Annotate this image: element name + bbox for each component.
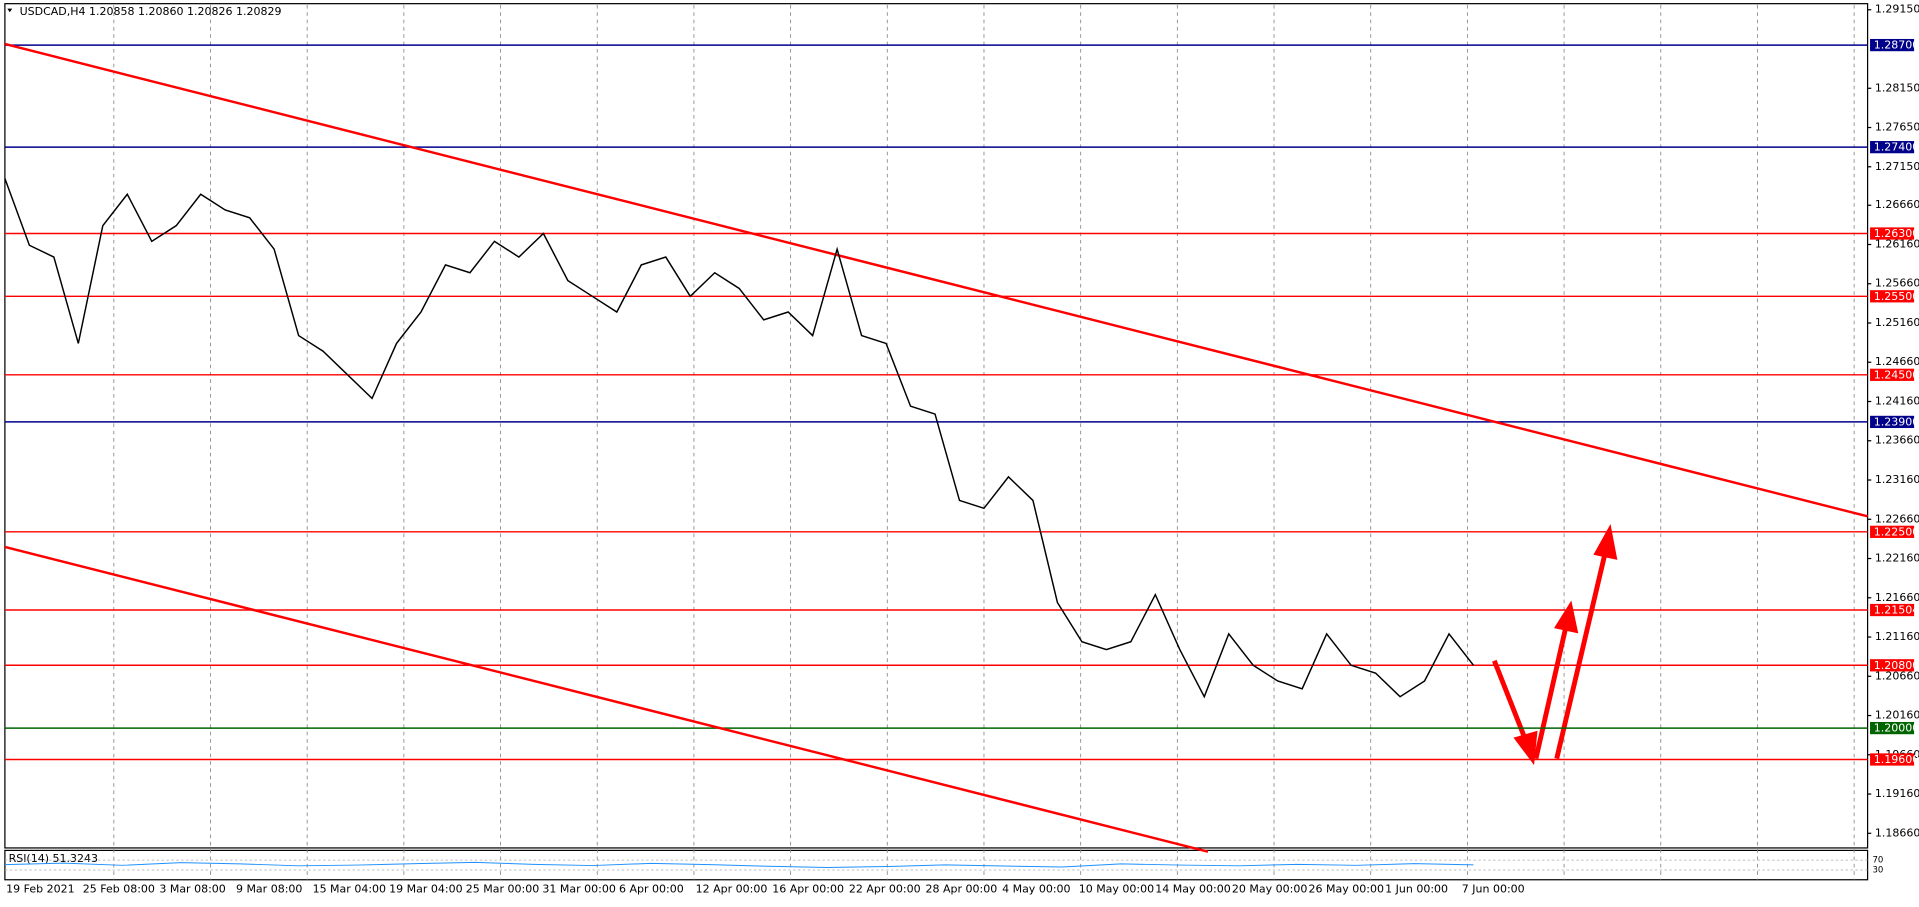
y-tick-label: 1.25160 [1875, 316, 1919, 329]
y-tick-label: 1.27650 [1875, 121, 1919, 134]
arrow-head [1593, 523, 1618, 560]
y-tick-label: 1.26660 [1875, 198, 1919, 211]
level-label: 1.26300 [1874, 227, 1919, 240]
x-tick-label: 12 Apr 00:00 [696, 883, 768, 896]
arrow-head [1513, 730, 1538, 766]
x-tick-label: 16 Apr 00:00 [772, 883, 844, 896]
level-label: 1.24500 [1874, 368, 1919, 381]
level-label: 1.20000 [1874, 722, 1919, 735]
arrow-head [1554, 600, 1579, 634]
x-tick-label: 7 Jun 00:00 [1462, 883, 1525, 896]
y-tick-label: 1.19160 [1875, 787, 1919, 800]
x-tick-label: 6 Apr 00:00 [619, 883, 684, 896]
x-tick-label: 14 May 00:00 [1155, 883, 1230, 896]
y-tick-label: 1.21160 [1875, 630, 1919, 643]
arrow-up [1554, 550, 1609, 760]
vertical-grid [113, 4, 1855, 880]
level-label: 1.20800 [1874, 659, 1919, 672]
rsi-label: RSI(14) 51.3243 [9, 852, 98, 865]
level-tag [1870, 368, 1915, 381]
x-tick-label: 1 Jun 00:00 [1385, 883, 1448, 896]
level-label: 1.23900 [1874, 416, 1919, 429]
x-tick-label: 26 May 00:00 [1309, 883, 1384, 896]
rsi-tick-label: 70 [1872, 856, 1883, 866]
x-tick-label: 4 May 00:00 [1002, 883, 1070, 896]
level-label: 1.28700 [1874, 39, 1919, 52]
y-tick-label: 1.28150 [1875, 81, 1919, 94]
x-tick-label: 3 Mar 08:00 [159, 883, 225, 896]
x-tick-label: 15 Mar 04:00 [313, 883, 386, 896]
price-line [4, 178, 1475, 699]
x-tick-label: 19 Feb 2021 [6, 883, 74, 896]
level-tag [1870, 415, 1915, 429]
trend-line [4, 42, 1868, 518]
x-tick-label: 9 Mar 08:00 [236, 883, 302, 896]
y-tick-label: 1.26160 [1875, 237, 1919, 250]
y-tick-label: 1.24160 [1875, 395, 1919, 408]
level-tag [1870, 659, 1915, 672]
level-tag [1870, 721, 1915, 735]
level-tag [1870, 38, 1915, 52]
rsi-line [4, 861, 1474, 869]
chart-title: USDCAD,H4 1.20858 1.20860 1.20826 1.2082… [20, 5, 282, 18]
x-tick-label: 20 May 00:00 [1232, 883, 1307, 896]
y-tick-label: 1.20160 [1875, 709, 1919, 722]
y-tick-label: 1.21660 [1875, 591, 1919, 604]
x-tick-label: 25 Mar 00:00 [466, 883, 539, 896]
x-tick-label: 19 Mar 04:00 [389, 883, 462, 896]
rsi-tick-label: 30 [1872, 865, 1883, 875]
level-label: 1.21504 [1874, 604, 1919, 617]
x-tick-label: 22 Apr 00:00 [849, 883, 921, 896]
x-tick-label: 10 May 00:00 [1079, 883, 1154, 896]
x-tick-label: 28 Apr 00:00 [925, 883, 997, 896]
x-tick-label: 25 Feb 08:00 [83, 883, 155, 896]
y-tick-label: 1.27150 [1875, 160, 1919, 173]
level-tag [1870, 753, 1915, 766]
level-label: 1.22500 [1874, 525, 1919, 538]
level-tag [1870, 227, 1915, 240]
y-tick-label: 1.23660 [1875, 434, 1919, 447]
level-tag [1870, 603, 1915, 617]
y-tick-label: 1.22660 [1875, 512, 1919, 525]
x-tick-label: 31 Mar 00:00 [542, 883, 615, 896]
level-label: 1.27400 [1874, 141, 1919, 154]
level-tag [1870, 141, 1915, 154]
y-tick-label: 1.23160 [1875, 473, 1919, 486]
y-tick-label: 1.20660 [1875, 669, 1919, 682]
title-icon [7, 8, 13, 13]
price-frame [4, 3, 1869, 849]
y-tick-label: 1.29150 [1875, 3, 1919, 16]
level-label: 1.25500 [1874, 290, 1919, 303]
level-tag [1870, 290, 1915, 303]
y-tick-label: 1.22160 [1875, 552, 1919, 565]
y-tick-label: 1.24660 [1875, 355, 1919, 368]
level-label: 1.19600 [1874, 753, 1919, 766]
y-tick-label: 1.25660 [1875, 277, 1919, 290]
level-tag [1870, 525, 1915, 538]
arrow-up [1533, 623, 1569, 760]
rsi-frame [4, 849, 1869, 881]
y-tick-label: 1.18660 [1875, 826, 1919, 839]
trend-line [4, 545, 1209, 853]
